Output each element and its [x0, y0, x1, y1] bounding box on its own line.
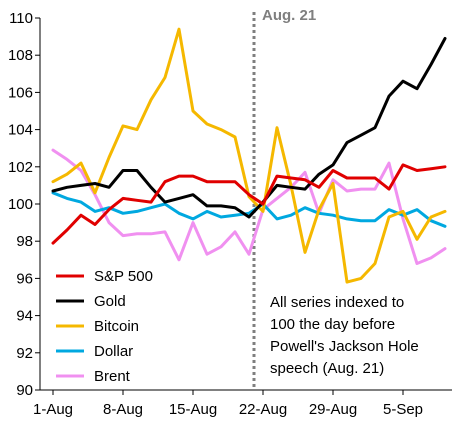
- y-axis: 90 92 94 96 98 100 102 104 106 108 110: [8, 10, 41, 399]
- legend-label: Gold: [94, 293, 126, 310]
- x-tick-label: 15-Aug: [169, 401, 217, 418]
- annotation-line: Powell's Jackson Hole: [270, 338, 419, 355]
- legend-label: Dollar: [94, 343, 133, 360]
- y-tick-label: 92: [16, 345, 33, 362]
- legend-label: Bitcoin: [94, 318, 139, 335]
- y-tick-label: 100: [8, 196, 33, 213]
- x-tick-label: 29-Aug: [309, 401, 357, 418]
- y-tick-label: 106: [8, 84, 33, 101]
- legend-label: S&P 500: [94, 268, 153, 285]
- marker-label: Aug. 21: [262, 7, 316, 24]
- series-line-s-p-500: [51, 163, 447, 245]
- y-tick-label: 90: [16, 382, 33, 399]
- x-tick-label: 1-Aug: [33, 401, 73, 418]
- y-tick-label: 98: [16, 233, 33, 250]
- annotation-note: All series indexed to 100 the day before P…: [270, 294, 419, 377]
- legend-label: Brent: [94, 368, 131, 385]
- x-axis: 1-Aug 8-Aug 15-Aug 22-Aug 29-Aug 5-Sep: [33, 389, 452, 418]
- series-lines: [51, 27, 447, 284]
- y-tick-label: 108: [8, 47, 33, 64]
- legend: S&P 500 Gold Bitcoin Dollar Brent: [56, 268, 153, 385]
- annotation-line: All series indexed to: [270, 294, 404, 311]
- y-tick-label: 94: [16, 308, 33, 325]
- aug21-marker: Aug. 21: [252, 7, 316, 390]
- x-tick-label: 8-Aug: [103, 401, 143, 418]
- annotation-line: 100 the day before: [270, 316, 395, 333]
- y-tick-label: 96: [16, 270, 33, 287]
- y-tick-label: 110: [9, 10, 33, 27]
- series-line-bitcoin: [51, 27, 447, 284]
- y-tick-label: 102: [8, 159, 33, 176]
- series-line-gold: [51, 37, 447, 219]
- x-tick-label: 22-Aug: [239, 401, 287, 418]
- x-tick-label: 5-Sep: [383, 401, 423, 418]
- annotation-line: speech (Aug. 21): [270, 360, 384, 377]
- series-line-dollar: [51, 191, 447, 228]
- y-tick-label: 104: [8, 122, 33, 139]
